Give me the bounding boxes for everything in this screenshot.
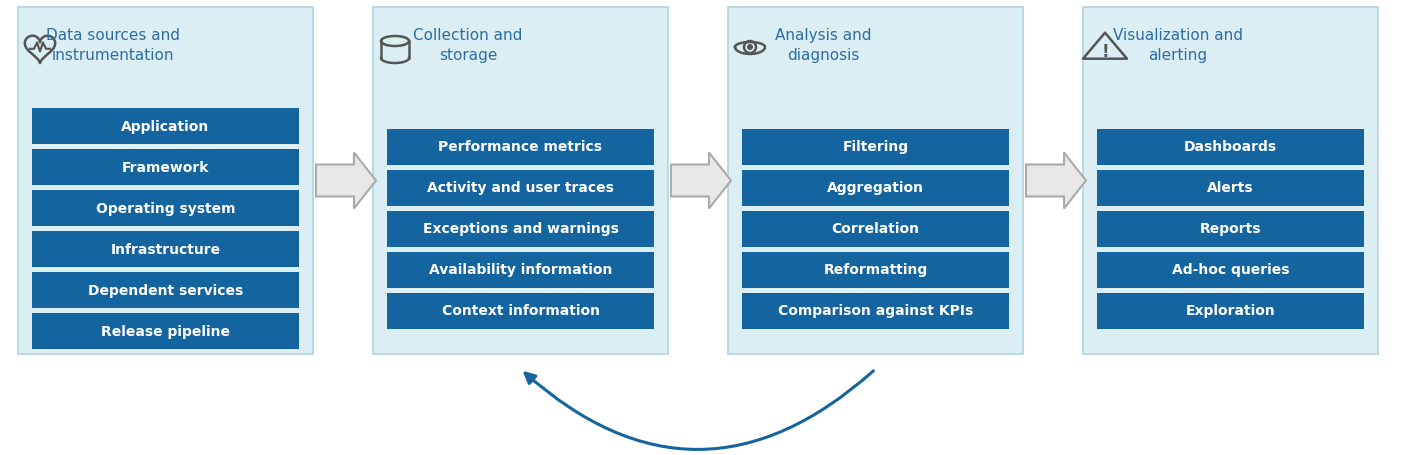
Text: Analysis and
diagnosis: Analysis and diagnosis <box>775 28 872 63</box>
Text: Ad-hoc queries: Ad-hoc queries <box>1172 263 1289 277</box>
Text: Dashboards: Dashboards <box>1184 140 1277 154</box>
Text: Aggregation: Aggregation <box>826 181 924 195</box>
Text: Filtering: Filtering <box>842 140 909 154</box>
Text: Visualization and
alerting: Visualization and alerting <box>1113 28 1242 63</box>
Text: Reformatting: Reformatting <box>824 263 927 277</box>
Text: Exceptions and warnings: Exceptions and warnings <box>423 222 619 236</box>
FancyBboxPatch shape <box>743 129 1010 165</box>
Text: Alerts: Alerts <box>1207 181 1254 195</box>
FancyBboxPatch shape <box>728 8 1022 354</box>
Text: Dependent services: Dependent services <box>88 283 243 298</box>
FancyBboxPatch shape <box>373 8 667 354</box>
Text: Framework: Framework <box>122 161 209 175</box>
FancyBboxPatch shape <box>1098 211 1365 247</box>
FancyBboxPatch shape <box>33 191 300 227</box>
FancyBboxPatch shape <box>33 313 300 349</box>
Polygon shape <box>317 153 376 209</box>
FancyBboxPatch shape <box>743 211 1010 247</box>
Text: Collection and
storage: Collection and storage <box>413 28 523 63</box>
Text: Comparison against KPIs: Comparison against KPIs <box>778 304 973 318</box>
Polygon shape <box>1027 153 1086 209</box>
Polygon shape <box>672 153 731 209</box>
FancyBboxPatch shape <box>1083 8 1377 354</box>
FancyBboxPatch shape <box>1098 293 1365 329</box>
Text: Exploration: Exploration <box>1186 304 1275 318</box>
FancyBboxPatch shape <box>388 293 655 329</box>
Text: Release pipeline: Release pipeline <box>101 324 230 338</box>
FancyBboxPatch shape <box>33 109 300 145</box>
FancyBboxPatch shape <box>388 129 655 165</box>
FancyBboxPatch shape <box>1098 170 1365 206</box>
Circle shape <box>747 45 753 51</box>
Text: Infrastructure: Infrastructure <box>111 243 220 257</box>
FancyBboxPatch shape <box>1098 252 1365 288</box>
Text: Activity and user traces: Activity and user traces <box>427 181 613 195</box>
FancyBboxPatch shape <box>388 252 655 288</box>
FancyBboxPatch shape <box>33 150 300 186</box>
Text: Reports: Reports <box>1200 222 1261 236</box>
FancyBboxPatch shape <box>743 252 1010 288</box>
FancyBboxPatch shape <box>743 293 1010 329</box>
FancyBboxPatch shape <box>388 170 655 206</box>
FancyBboxPatch shape <box>33 232 300 268</box>
Text: Context information: Context information <box>442 304 599 318</box>
FancyBboxPatch shape <box>18 8 312 354</box>
FancyBboxPatch shape <box>388 211 655 247</box>
Text: Application: Application <box>121 120 210 134</box>
Text: Availability information: Availability information <box>429 263 612 277</box>
FancyBboxPatch shape <box>33 273 300 308</box>
Text: Operating system: Operating system <box>95 202 236 216</box>
Text: Performance metrics: Performance metrics <box>439 140 602 154</box>
FancyBboxPatch shape <box>743 170 1010 206</box>
Text: Data sources and
instrumentation: Data sources and instrumentation <box>45 28 180 63</box>
Text: Correlation: Correlation <box>832 222 920 236</box>
FancyBboxPatch shape <box>1098 129 1365 165</box>
Text: !: ! <box>1100 43 1109 61</box>
